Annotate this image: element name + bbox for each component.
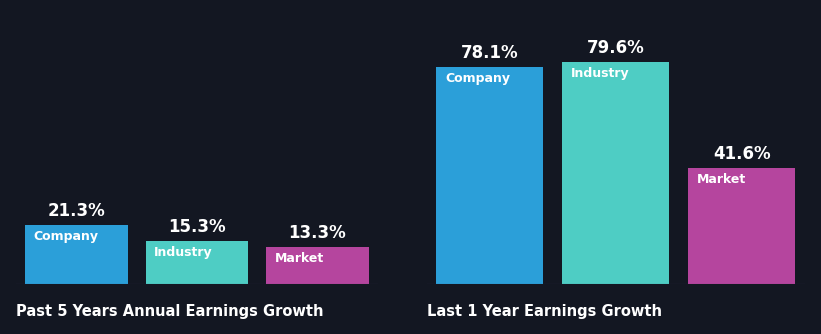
Text: 15.3%: 15.3% xyxy=(168,218,226,236)
Text: Company: Company xyxy=(445,71,510,85)
Text: Industry: Industry xyxy=(571,67,630,80)
Text: 79.6%: 79.6% xyxy=(587,39,644,57)
Bar xyxy=(688,168,795,284)
Text: 41.6%: 41.6% xyxy=(713,145,770,163)
Text: Industry: Industry xyxy=(154,246,213,259)
Bar xyxy=(437,66,544,284)
Bar xyxy=(146,241,248,284)
Text: Market: Market xyxy=(697,173,746,186)
Text: Market: Market xyxy=(274,252,323,265)
Text: Past 5 Years Annual Earnings Growth: Past 5 Years Annual Earnings Growth xyxy=(16,304,324,319)
Bar xyxy=(25,224,128,284)
Text: 78.1%: 78.1% xyxy=(461,43,519,61)
Text: Last 1 Year Earnings Growth: Last 1 Year Earnings Growth xyxy=(427,304,662,319)
Bar xyxy=(266,247,369,284)
Bar xyxy=(562,62,669,284)
Text: 13.3%: 13.3% xyxy=(288,224,346,242)
Text: Company: Company xyxy=(34,230,99,242)
Text: 21.3%: 21.3% xyxy=(48,202,106,220)
